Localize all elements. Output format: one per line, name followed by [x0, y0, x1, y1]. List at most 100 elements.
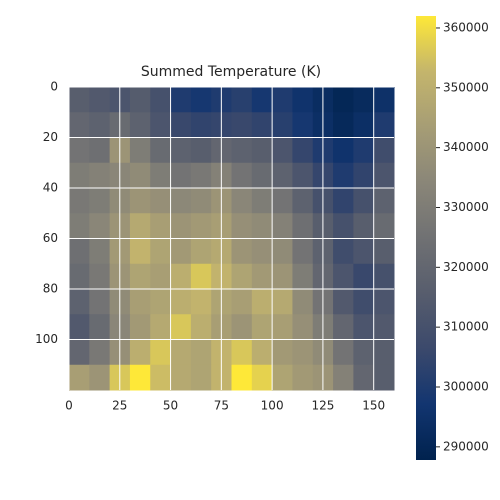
heatmap-cell: [373, 364, 395, 391]
heatmap-cell: [292, 289, 314, 315]
heatmap-cell: [353, 289, 375, 315]
heatmap-cell: [129, 188, 151, 214]
heatmap-cell: [333, 188, 354, 214]
heatmap-cell: [353, 162, 375, 189]
heatmap-cell: [129, 364, 151, 391]
heatmap-cell: [333, 213, 354, 239]
heatmap-cell: [231, 162, 253, 189]
heatmap-cell: [89, 112, 111, 138]
heatmap-cell: [251, 162, 273, 189]
heatmap-cell: [373, 162, 395, 189]
heatmap-cell: [333, 339, 354, 366]
colorbar: [416, 16, 436, 460]
heatmap-cell: [272, 112, 293, 138]
heatmap-cell: [272, 289, 293, 315]
heatmap-cell: [292, 112, 314, 138]
heatmap-cell: [89, 137, 111, 164]
colorbar-tick-label: 330000: [443, 200, 489, 214]
heatmap-cell: [170, 364, 192, 391]
y-tick-label: 20: [43, 130, 58, 144]
heatmap-cell: [251, 188, 273, 214]
heatmap-cell: [170, 238, 192, 265]
heatmap-cell: [353, 188, 375, 214]
heatmap-cell: [333, 87, 354, 113]
heatmap-cell: [373, 213, 395, 239]
heatmap-cell: [333, 238, 354, 265]
heatmap-cell: [129, 162, 151, 189]
heatmap-cell: [129, 137, 151, 164]
y-tick-label: 0: [50, 80, 58, 94]
heatmap-cell: [129, 213, 151, 239]
heatmap-cell: [292, 87, 314, 113]
heatmap-cell: [150, 137, 172, 164]
heatmap-cell: [292, 238, 314, 265]
heatmap-cell: [292, 314, 314, 340]
heatmap-cell: [251, 263, 273, 290]
heatmap-cell: [190, 289, 212, 315]
heatmap-cell: [272, 263, 293, 290]
heatmap-cell: [170, 314, 192, 340]
heatmap-cell: [69, 263, 90, 290]
heatmap-cell: [69, 162, 90, 189]
y-tick-label: 40: [43, 181, 58, 195]
y-tick-label: 100: [35, 332, 58, 346]
heatmap-cell: [129, 263, 151, 290]
colorbar-tick-label: 360000: [443, 20, 489, 34]
colorbar-tick-label: 300000: [443, 379, 489, 393]
heatmap-cell: [170, 263, 192, 290]
heatmap-cell: [373, 112, 395, 138]
heatmap-cell: [333, 364, 354, 391]
heatmap-cell: [231, 87, 253, 113]
heatmap-cell: [251, 238, 273, 265]
heatmap-cell: [353, 339, 375, 366]
heatmap-cell: [231, 188, 253, 214]
heatmap-cell: [353, 263, 375, 290]
heatmap-cell: [190, 112, 212, 138]
heatmap-cell: [353, 137, 375, 164]
heatmap-cell: [150, 87, 172, 113]
x-tick-label: 0: [65, 399, 73, 413]
heatmap-cell: [353, 213, 375, 239]
heatmap-cell: [69, 314, 90, 340]
heatmap-cell: [292, 263, 314, 290]
heatmap-cell: [150, 289, 172, 315]
heatmap-cell: [333, 314, 354, 340]
chart-title: Summed Temperature (K): [141, 64, 321, 80]
heatmap: [69, 87, 395, 391]
x-tick-label: 125: [311, 399, 334, 413]
heatmap-cell: [129, 87, 151, 113]
x-tick-label: 150: [362, 399, 385, 413]
heatmap-cell: [373, 339, 395, 366]
heatmap-cell: [231, 112, 253, 138]
heatmap-cell: [190, 314, 212, 340]
heatmap-cell: [190, 188, 212, 214]
heatmap-cell: [251, 213, 273, 239]
heatmap-cell: [333, 137, 354, 164]
heatmap-cell: [292, 213, 314, 239]
heatmap-cell: [190, 364, 212, 391]
heatmap-cell: [89, 364, 111, 391]
heatmap-cell: [69, 213, 90, 239]
heatmap-cell: [353, 364, 375, 391]
heatmap-cell: [89, 339, 111, 366]
heatmap-cell: [251, 314, 273, 340]
heatmap-cell: [272, 213, 293, 239]
heatmap-cell: [231, 339, 253, 366]
heatmap-cell: [89, 213, 111, 239]
y-tick-label: 60: [43, 231, 58, 245]
y-tick-label: 80: [43, 282, 58, 296]
heatmap-cell: [272, 364, 293, 391]
heatmap-cell: [292, 339, 314, 366]
heatmap-cell: [89, 238, 111, 265]
heatmap-cell: [150, 112, 172, 138]
heatmap-cell: [190, 162, 212, 189]
heatmap-cell: [129, 314, 151, 340]
heatmap-cell: [272, 238, 293, 265]
heatmap-cell: [272, 162, 293, 189]
heatmap-cell: [69, 364, 90, 391]
heatmap-cell: [251, 289, 273, 315]
heatmap-cell: [231, 238, 253, 265]
heatmap-cell: [272, 87, 293, 113]
heatmap-cell: [89, 289, 111, 315]
